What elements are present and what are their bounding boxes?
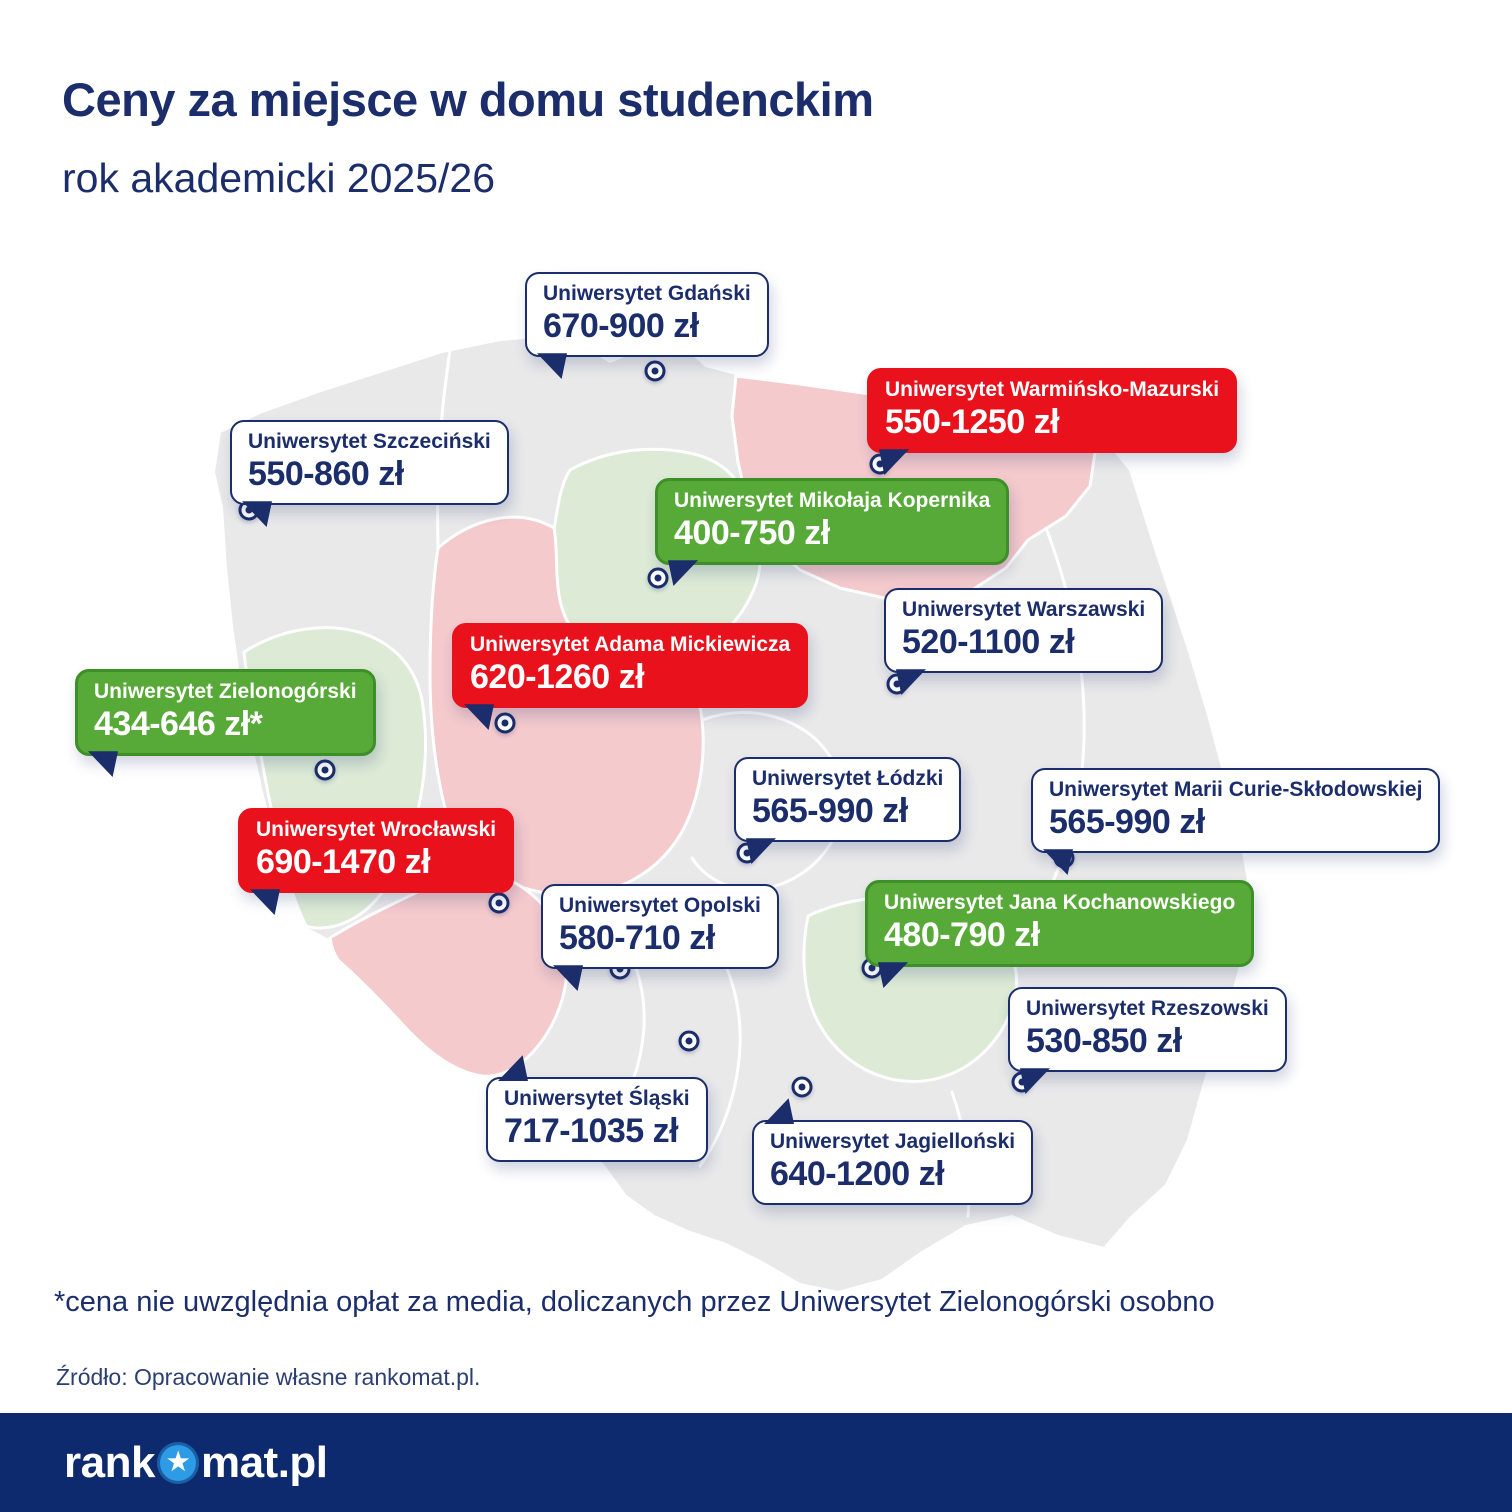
university-label: Uniwersytet Marii Curie-Skłodowskiej 565… [1031,768,1441,876]
university-price: 690-1470 zł [256,843,431,882]
university-price: 565-990 zł [752,792,908,831]
page-subtitle: rok akademicki 2025/26 [62,155,496,201]
university-label: Uniwersytet Rzeszowski 530-850 zł [1008,987,1287,1095]
university-label: Uniwersytet Gdański 670-900 zł [525,272,769,380]
university-name: Uniwersytet Marii Curie-Skłodowskiej [1049,778,1423,801]
university-price: 434-646 zł* [94,705,263,744]
university-price: 480-790 zł [884,916,1040,955]
university-name: Uniwersytet Wrocławski [256,818,497,841]
university-name: Uniwersytet Mikołaja Kopernika [674,489,991,512]
label-pointer-icon [553,965,583,992]
map-marker [314,759,336,781]
label-pointer-icon [668,560,698,587]
label-pointer-icon [464,704,494,731]
footer-bar: rank ★ mat.pl [0,1413,1512,1512]
university-name: Uniwersytet Warmińsko-Mazurski [885,378,1220,401]
university-name: Uniwersytet Gdański [543,282,751,305]
university-name: Uniwersytet Warszawski [902,598,1146,621]
page-title: Ceny za miejsce w domu studenckim [62,73,874,126]
university-name: Uniwersytet Zielonogórski [94,680,357,703]
university-price: 620-1260 zł [470,658,645,697]
university-name: Uniwersytet Opolski [559,894,761,917]
university-label: Uniwersytet Śląski 717-1035 zł [486,1055,708,1163]
source-line: Źródło: Opracowanie własne rankomat.pl. [56,1364,481,1390]
university-name: Uniwersytet Jagielloński [770,1130,1016,1153]
university-label: Uniwersytet Opolski 580-710 zł [541,884,779,992]
map-marker [791,1076,813,1098]
university-label: Uniwersytet Warszawski 520-1100 zł [884,588,1164,696]
label-pointer-icon [250,889,280,916]
university-name: Uniwersytet Rzeszowski [1026,997,1269,1020]
logo-text-suffix: mat.pl [200,1437,328,1487]
footnote: *cena nie uwzględnia opłat za media, dol… [54,1286,1215,1318]
label-pointer-icon [498,1055,528,1081]
university-price: 400-750 zł [674,514,830,553]
university-name: Uniwersytet Szczeciński [248,430,491,453]
label-pointer-icon [537,353,567,380]
university-label: Uniwersytet Jana Kochanowskiego 480-790 … [865,880,1255,989]
university-label: Uniwersytet Adama Mickiewicza 620-1260 z… [452,623,809,731]
map-marker [678,1030,700,1052]
map-marker [494,712,516,734]
map-marker [644,360,666,382]
rankomat-logo: rank ★ mat.pl [64,1438,328,1488]
university-price: 520-1100 zł [902,623,1075,662]
university-label: Uniwersytet Zielonogórski 434-646 zł* [75,669,376,778]
map-marker [647,567,669,589]
university-price: 670-900 zł [543,307,699,346]
label-pointer-icon [878,962,908,989]
map-marker [488,892,510,914]
university-name: Uniwersytet Adama Mickiewicza [470,633,791,656]
university-label: Uniwersytet Mikołaja Kopernika 400-750 z… [655,478,1010,587]
label-pointer-icon [764,1098,794,1124]
university-name: Uniwersytet Jana Kochanowskiego [884,891,1236,914]
university-name: Uniwersytet Łódzki [752,767,944,790]
university-price: 565-990 zł [1049,803,1205,842]
university-price: 530-850 zł [1026,1022,1182,1061]
star-icon: ★ [156,1441,199,1484]
university-price: 580-710 zł [559,919,715,958]
label-pointer-icon [88,751,118,778]
university-price: 640-1200 zł [770,1155,945,1194]
label-pointer-icon [1043,849,1073,876]
university-label: Uniwersytet Jagielloński 640-1200 zł [752,1098,1034,1206]
university-label: Uniwersytet Wrocławski 690-1470 zł [238,808,515,916]
university-price: 550-860 zł [248,455,404,494]
university-name: Uniwersytet Śląski [504,1087,690,1110]
university-label: Uniwersytet Szczeciński 550-860 zł [230,420,509,528]
university-label: Uniwersytet Warmińsko-Mazurski 550-1250 … [867,368,1238,476]
logo-text-prefix: rank [64,1437,155,1487]
university-price: 717-1035 zł [504,1112,679,1151]
university-price: 550-1250 zł [885,403,1060,442]
university-label: Uniwersytet Łódzki 565-990 zł [734,757,962,865]
